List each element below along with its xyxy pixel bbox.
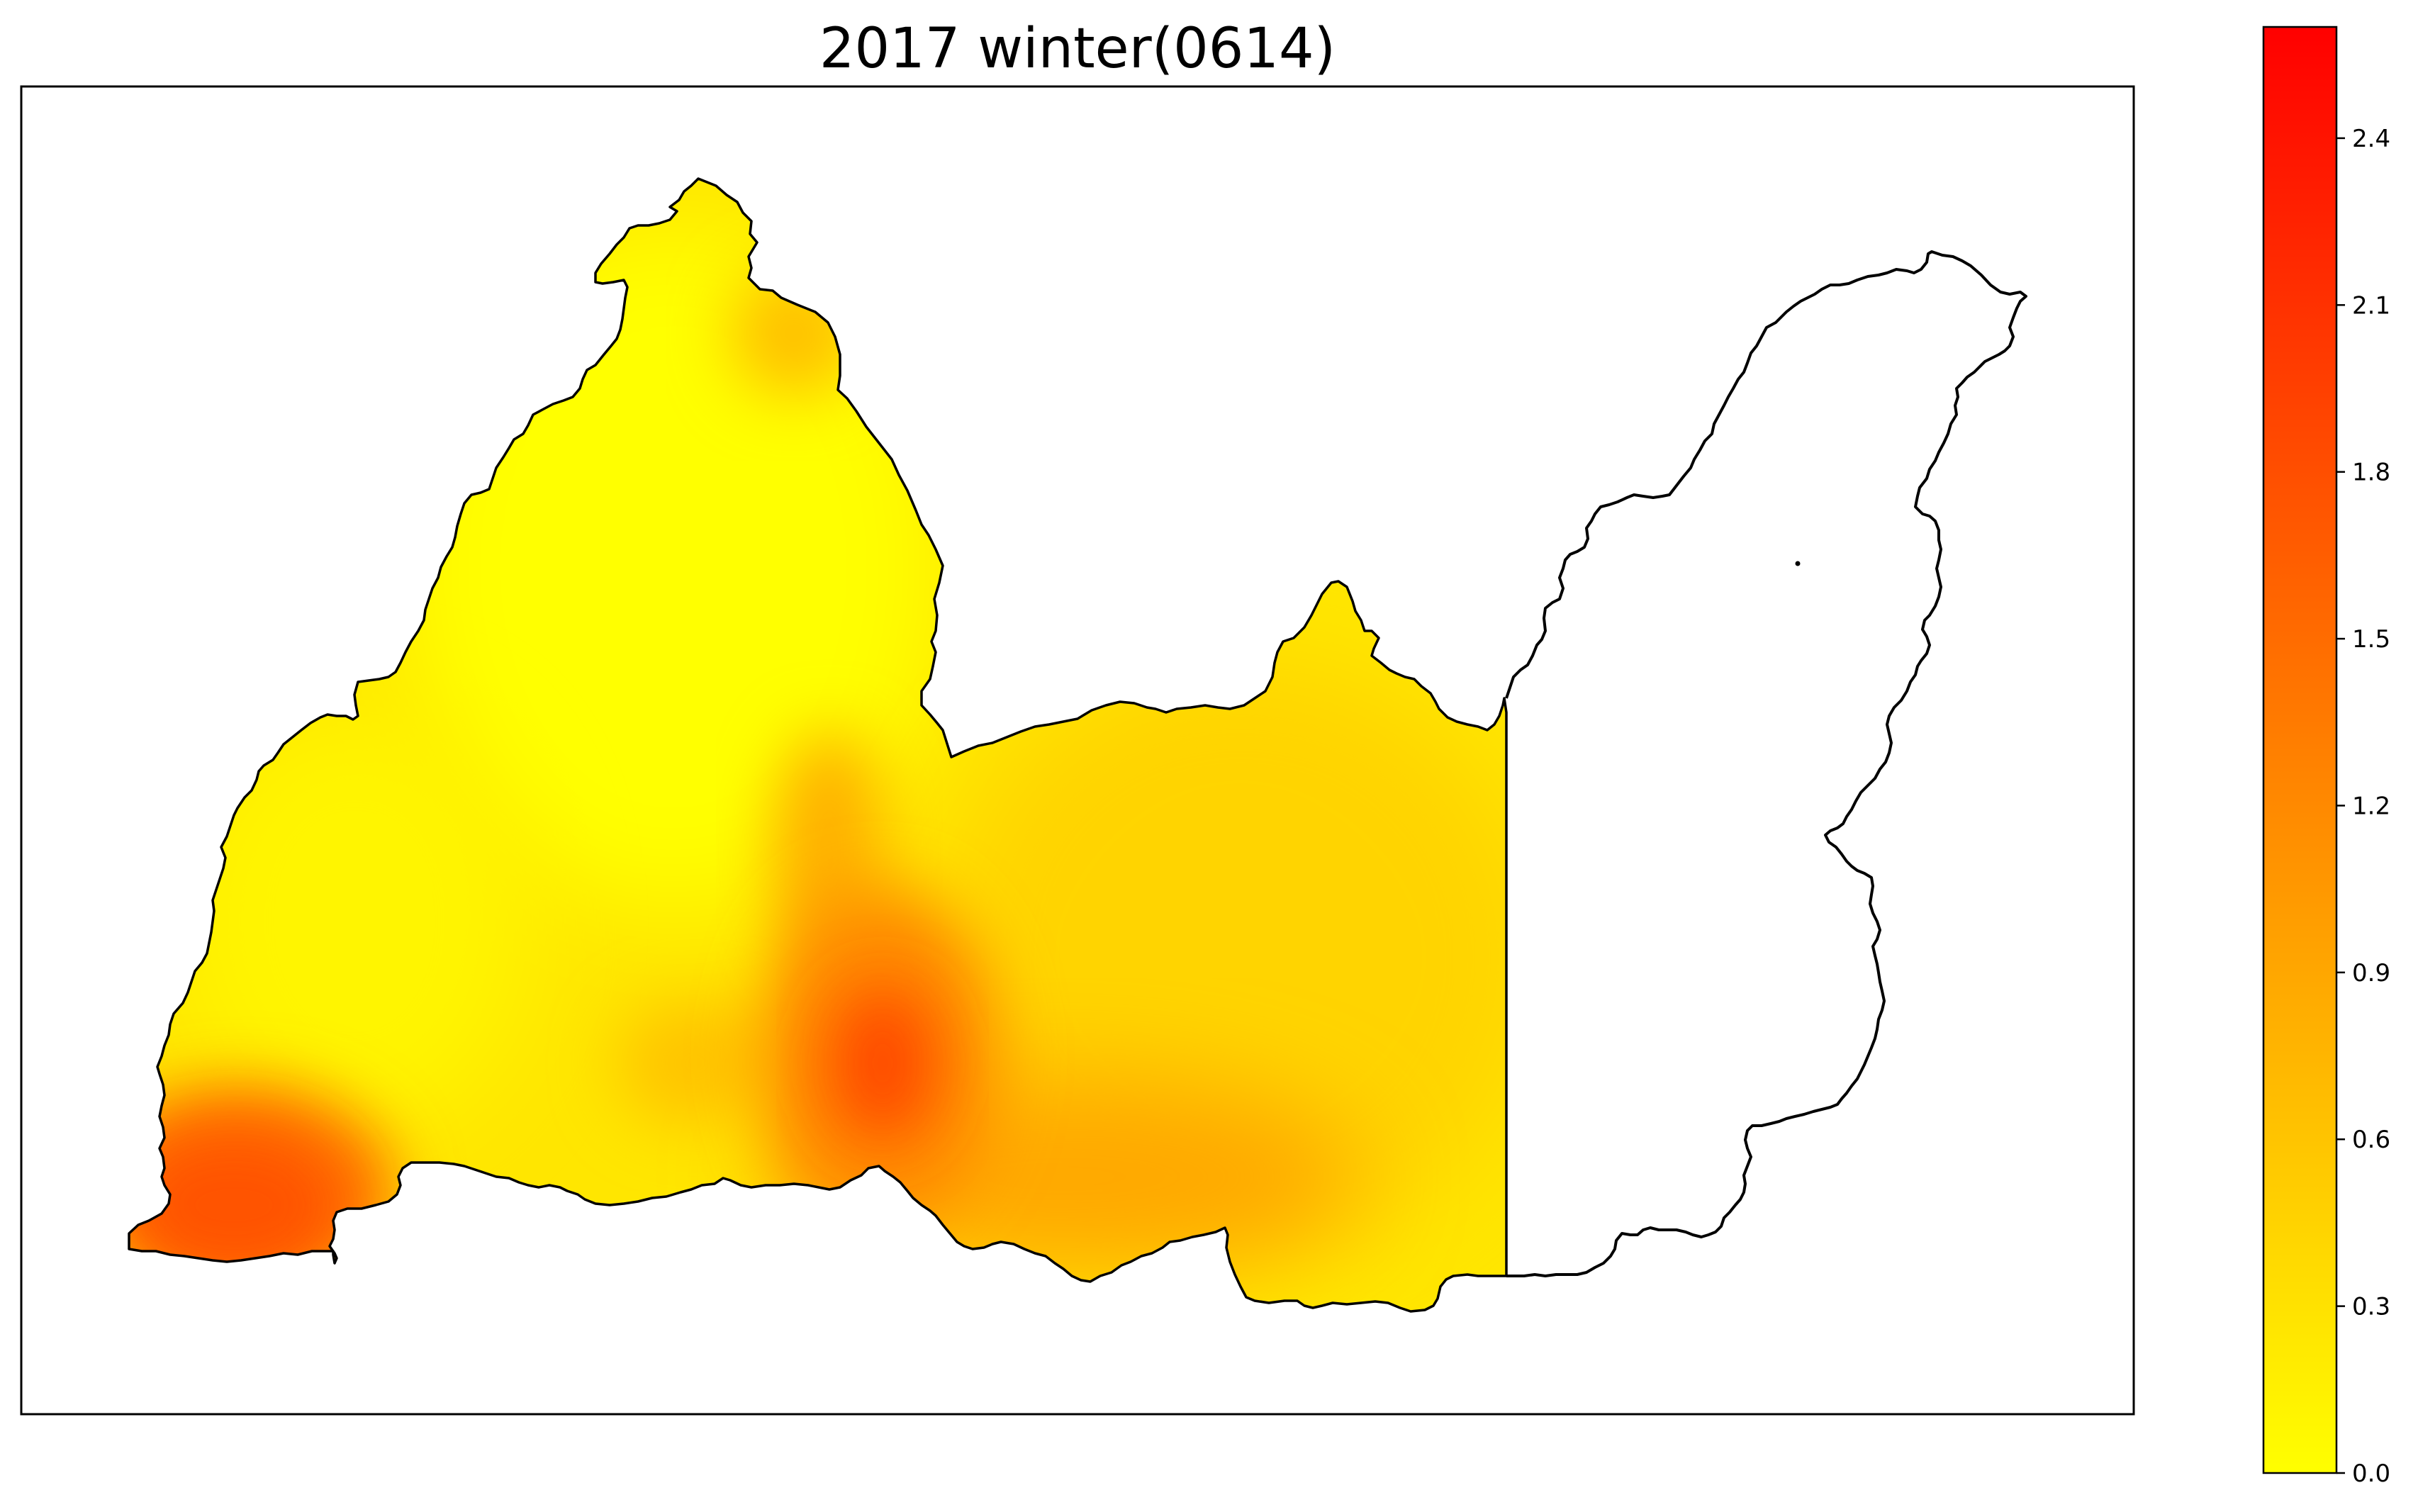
colorbar-tick-label: 2.4: [2352, 125, 2390, 153]
region-boundary-west: [128, 177, 1508, 1313]
colorbar-tick-label: 1.2: [2352, 792, 2390, 820]
heat-hotspot-center-core: [829, 985, 936, 1141]
colorbar-tick-label: 1.5: [2352, 625, 2390, 654]
heat-field: [129, 179, 1506, 1311]
heat-center-glow: [617, 999, 773, 1127]
colorbar-tick-label: 0.6: [2352, 1126, 2390, 1154]
region-boundary-east: [1505, 250, 2027, 1277]
colorbar-bar: [2262, 26, 2338, 1474]
colorbar-tick-label: 2.1: [2352, 291, 2390, 320]
colorbar-tick-label: 0.0: [2352, 1460, 2390, 1488]
map-frame: [20, 85, 2135, 1416]
island-dot: [1795, 561, 1801, 566]
heat-west-yellow: [177, 709, 532, 1134]
heat-hotspot-sw-core: [129, 1127, 347, 1283]
colorbar-ticks: 0.0 0.3 0.6 0.9 1.2 1.5 1.8 2.1 2.4: [2336, 125, 2390, 1488]
map-title: 2017 winter(0614): [819, 17, 1336, 81]
colorbar-tick-label: 0.9: [2352, 959, 2390, 987]
colorbar-tick-label: 0.3: [2352, 1293, 2390, 1321]
colorbar: 0.0 0.3 0.6 0.9 1.2 1.5 1.8 2.1 2.4: [2262, 26, 2390, 1488]
colorbar-tick-label: 1.8: [2352, 459, 2390, 487]
